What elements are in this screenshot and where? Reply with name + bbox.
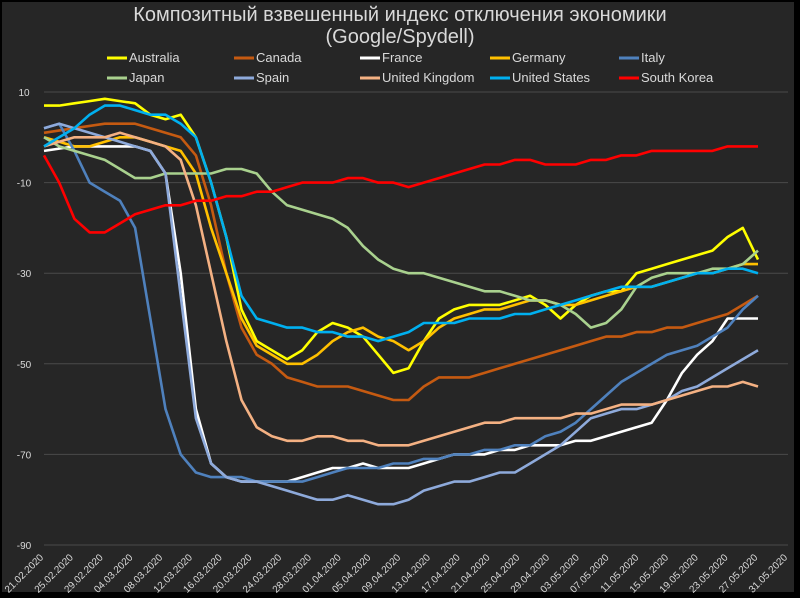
series-line-united-states xyxy=(43,104,759,343)
series-line-france xyxy=(43,145,758,483)
legend-label: South Korea xyxy=(641,70,714,85)
legend-label: Italy xyxy=(641,50,665,65)
x-axis-ticks: 21.02.202025.02.202029.02.202004.03.2020… xyxy=(3,552,790,595)
chart-title-line1: Композитный взвешенный индекс отключения… xyxy=(133,4,666,26)
series-line-canada xyxy=(43,122,759,402)
legend-label: Germany xyxy=(512,50,566,65)
chart-title-line2: (Google/Spydell) xyxy=(326,26,475,48)
legend-label: Japan xyxy=(129,70,164,85)
series-line-united-kingdom xyxy=(43,131,759,447)
legend: Australia Canada France Germany Italy Japan Sp… xyxy=(107,50,714,85)
legend-label: France xyxy=(382,50,422,65)
legend-label: Spain xyxy=(256,70,289,85)
legend-label: United States xyxy=(512,70,591,85)
series-line-south-korea xyxy=(42,145,758,234)
legend-label: Canada xyxy=(256,50,302,65)
series-line-italy xyxy=(43,122,759,483)
y-axis-ticks: 10 -10 -30 -50 -70 -90 xyxy=(17,88,32,552)
y-tick-label: 10 xyxy=(18,88,30,99)
series-line-spain xyxy=(43,122,759,506)
series-line-japan xyxy=(43,136,759,329)
y-tick-label: -30 xyxy=(17,269,32,280)
y-tick-label: -10 xyxy=(17,179,32,190)
legend-label: United Kingdom xyxy=(382,70,475,85)
y-tick-label: -50 xyxy=(17,360,32,371)
y-tick-label: -70 xyxy=(17,450,32,461)
series-layer xyxy=(42,97,760,506)
y-tick-label: -90 xyxy=(17,541,32,552)
series-line-australia xyxy=(44,97,760,375)
legend-label: Australia xyxy=(129,50,180,65)
